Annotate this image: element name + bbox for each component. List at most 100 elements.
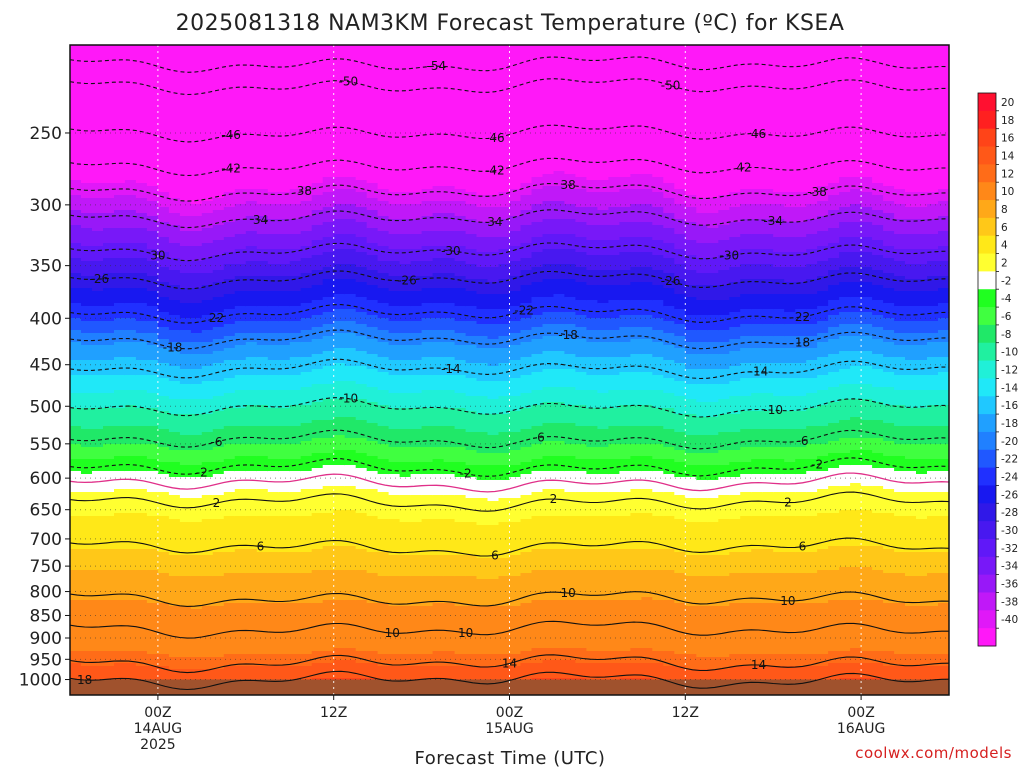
colorbar-frame bbox=[977, 92, 997, 647]
field-cell bbox=[707, 228, 719, 244]
field-cell bbox=[883, 303, 895, 319]
field-cell bbox=[135, 570, 148, 601]
field-cell bbox=[883, 258, 895, 274]
field-cell bbox=[377, 342, 390, 358]
field-cell bbox=[663, 393, 675, 409]
field-cell bbox=[564, 600, 576, 649]
field-cell bbox=[619, 459, 631, 472]
field-cell bbox=[927, 459, 939, 472]
field-cell bbox=[377, 603, 390, 655]
field-cell bbox=[784, 252, 796, 268]
contour-label: 10 bbox=[780, 594, 795, 608]
field-cell bbox=[476, 666, 489, 685]
field-cell bbox=[179, 399, 192, 415]
field-cell bbox=[696, 435, 708, 454]
field-cell bbox=[377, 405, 390, 427]
field-cell bbox=[839, 177, 851, 193]
field-cell bbox=[476, 309, 489, 325]
field-cell bbox=[432, 45, 445, 187]
field-cell bbox=[322, 222, 335, 238]
field-cell bbox=[388, 393, 401, 409]
field-cell bbox=[553, 45, 566, 172]
field-cell bbox=[542, 351, 555, 370]
field-cell bbox=[498, 432, 511, 454]
field-cell bbox=[103, 444, 115, 460]
field-cell bbox=[828, 600, 840, 652]
field-cell bbox=[773, 411, 785, 430]
field-cell bbox=[344, 510, 357, 547]
field-cell bbox=[751, 411, 763, 430]
y-axis-pressure: 2503003504004505005506006507007508008509… bbox=[19, 124, 70, 691]
field-cell bbox=[773, 279, 785, 295]
field-cell bbox=[476, 453, 489, 466]
field-cell bbox=[289, 666, 302, 682]
field-cell bbox=[509, 216, 522, 232]
field-cell bbox=[168, 462, 181, 478]
field-cell bbox=[234, 189, 247, 205]
field-cell bbox=[377, 231, 390, 247]
field-cell bbox=[608, 300, 620, 319]
field-cell bbox=[476, 336, 489, 349]
field-cell bbox=[542, 648, 555, 661]
contour-label: -18 bbox=[558, 328, 578, 342]
field-cell bbox=[234, 549, 247, 574]
field-cell bbox=[509, 432, 522, 451]
field-cell bbox=[454, 345, 467, 361]
field-cell bbox=[135, 303, 148, 322]
field-cell bbox=[234, 264, 247, 277]
field-cell bbox=[70, 342, 82, 361]
field-cell bbox=[487, 207, 500, 223]
field-cell bbox=[685, 477, 697, 499]
field-cell bbox=[509, 396, 522, 412]
field-cell bbox=[234, 375, 247, 391]
field-cell bbox=[652, 570, 664, 601]
field-cell bbox=[542, 186, 555, 202]
field-cell bbox=[70, 492, 82, 517]
field-cell bbox=[212, 270, 225, 283]
field-cell bbox=[850, 567, 862, 601]
field-cell bbox=[696, 606, 708, 658]
field-cell bbox=[388, 447, 401, 463]
field-cell bbox=[289, 516, 302, 553]
field-cell bbox=[487, 267, 500, 283]
field-cell bbox=[586, 357, 598, 376]
contour-line bbox=[70, 182, 949, 202]
field-cell bbox=[476, 348, 489, 364]
field-cell bbox=[784, 396, 796, 412]
colorbar-cell bbox=[978, 538, 996, 558]
field-cell bbox=[124, 513, 137, 550]
field-cell bbox=[663, 273, 675, 289]
x-tick-label: 14AUG bbox=[134, 721, 183, 737]
field-cell bbox=[245, 291, 258, 307]
field-cell bbox=[311, 255, 324, 271]
field-cell bbox=[234, 573, 247, 604]
field-cell bbox=[740, 189, 752, 205]
field-cell bbox=[114, 390, 126, 409]
field-cell bbox=[839, 351, 851, 370]
field-cell bbox=[883, 318, 895, 331]
field-cell bbox=[124, 444, 137, 457]
field-cell bbox=[92, 45, 104, 184]
field-cell bbox=[531, 600, 544, 649]
field-cell bbox=[421, 288, 434, 304]
field-cell bbox=[322, 546, 335, 571]
field-cell bbox=[388, 219, 401, 235]
y-tick-label: 550 bbox=[30, 435, 62, 455]
field-cell bbox=[322, 336, 335, 352]
field-cell bbox=[212, 447, 225, 463]
field-cell bbox=[377, 552, 390, 577]
field-cell bbox=[685, 285, 697, 298]
field-cell bbox=[894, 306, 906, 322]
field-cell bbox=[575, 222, 587, 238]
field-cell bbox=[509, 477, 522, 499]
field-cell bbox=[300, 573, 313, 604]
field-cell bbox=[729, 327, 741, 340]
field-cell bbox=[663, 345, 675, 361]
field-cell bbox=[311, 603, 324, 652]
field-cell bbox=[377, 288, 390, 304]
field-cell bbox=[542, 423, 555, 442]
field-cell bbox=[300, 666, 313, 682]
field-cell bbox=[465, 522, 478, 556]
field-cell bbox=[520, 429, 533, 448]
colorbar-cell bbox=[978, 93, 996, 112]
